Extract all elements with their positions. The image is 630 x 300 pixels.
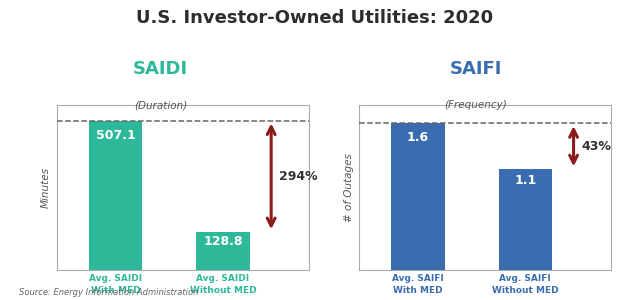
Text: SAIDI: SAIDI <box>133 60 188 78</box>
Text: U.S. Investor-Owned Utilities: 2020: U.S. Investor-Owned Utilities: 2020 <box>137 9 493 27</box>
Text: 507.1: 507.1 <box>96 129 135 142</box>
Text: SAIFI: SAIFI <box>449 60 502 78</box>
Text: 43%: 43% <box>581 140 611 153</box>
Y-axis label: Minutes: Minutes <box>41 167 51 208</box>
Text: Source: Energy Information Administration: Source: Energy Information Administratio… <box>19 288 198 297</box>
Text: (Duration): (Duration) <box>134 100 187 110</box>
Bar <box>391 123 445 270</box>
Text: 1.6: 1.6 <box>407 131 429 144</box>
Y-axis label: # of Outages: # of Outages <box>343 153 353 222</box>
Bar <box>89 121 142 270</box>
Text: (Frequency): (Frequency) <box>444 100 507 110</box>
Text: 128.8: 128.8 <box>203 235 243 248</box>
Bar <box>498 169 552 270</box>
Bar <box>196 232 249 270</box>
Text: 1.1: 1.1 <box>514 174 536 187</box>
Text: 294%: 294% <box>278 170 318 183</box>
